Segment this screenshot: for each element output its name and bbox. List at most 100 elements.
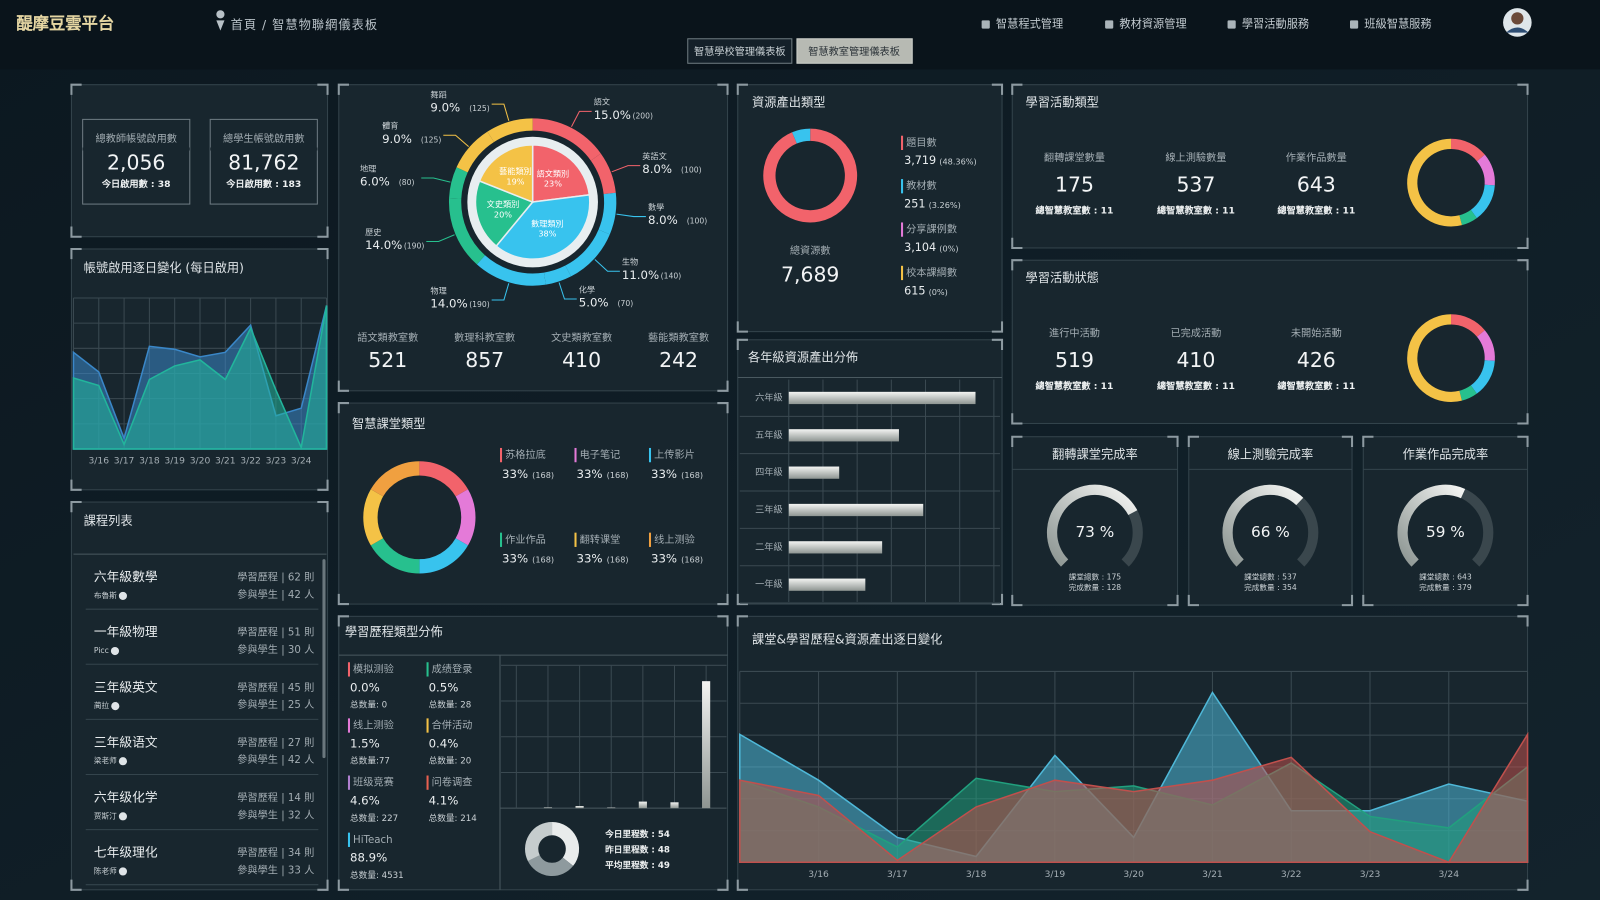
legend-swatch (426, 662, 429, 677)
donut-segment (1476, 330, 1495, 361)
slice-label: 藝能類別 (499, 166, 532, 176)
stat-value: 410 (1176, 348, 1215, 372)
leader-line (616, 213, 646, 218)
slice-value: 19% (506, 176, 524, 186)
tab-label[interactable]: 智慧教室管理儀表板 (808, 45, 900, 58)
x-tick-label: 3/24 (1438, 869, 1459, 880)
donut-segment (1450, 138, 1485, 162)
legend-value: 0.0% (350, 680, 380, 694)
legend-total: 总数量:77 (350, 755, 390, 767)
legend-count: (168) (532, 555, 554, 565)
stat-value: 242 (659, 348, 698, 372)
scrollbar[interactable] (322, 559, 326, 759)
gauge-total: 課堂總數 : 643 (1419, 572, 1472, 582)
legend-swatch (426, 775, 429, 790)
donut-segment (1450, 314, 1485, 337)
outer-value: 14.0% (365, 238, 402, 252)
legend-total: 总数量: 227 (350, 812, 398, 824)
course-name[interactable]: 七年级理化 (94, 846, 158, 861)
area-series (739, 731, 1529, 864)
course-students: 參與學生 | 25 人 (237, 698, 314, 711)
nav-link[interactable]: 教材資源管理 (1119, 16, 1186, 30)
legend-name: 校本課綱數 (906, 266, 957, 279)
legend-count: (168) (532, 470, 554, 480)
gauge-total: 課堂總數 : 537 (1244, 572, 1297, 582)
legend-value: 88.9% (350, 851, 387, 865)
outer-name: 數學 (648, 202, 664, 212)
course-records: 學習歷程 | 27 則 (237, 736, 314, 749)
x-tick-label: 3/23 (266, 456, 287, 467)
outer-value: 9.0% (430, 101, 460, 115)
leader-line (491, 103, 510, 121)
legend-value: 0.5% (429, 680, 459, 694)
bar (575, 806, 584, 809)
panel-corners (1011, 259, 1529, 425)
panel-corners (70, 501, 329, 891)
outer-count: (100) (681, 166, 702, 175)
legend-value: 33% (651, 467, 677, 481)
course-teacher: Picc (94, 646, 109, 655)
outer-value: 6.0% (360, 175, 390, 189)
stat-label: 進行中活動 (1049, 327, 1100, 340)
nav-icon (1350, 20, 1359, 29)
donut-segment (532, 118, 601, 161)
donut-segment (565, 229, 610, 277)
legend-swatch (648, 447, 652, 463)
course-name[interactable]: 六年級數學 (94, 570, 158, 585)
donut-segment (370, 537, 420, 574)
slice-value: 38% (538, 228, 556, 238)
panel-corners (1362, 435, 1529, 607)
leader-line (611, 165, 641, 173)
course-name[interactable]: 六年级化学 (94, 789, 158, 805)
panel-corners (337, 402, 729, 606)
outer-name: 歷史 (365, 227, 381, 237)
donut-segment (449, 167, 468, 199)
legend-value: (3.26%) (929, 200, 961, 210)
panel (70, 501, 329, 891)
legend-swatch (901, 135, 904, 150)
pin-icon (216, 10, 225, 31)
leader-line (421, 177, 451, 183)
outer-value: 11.0% (622, 268, 659, 282)
panel-title: 資源產出類型 (752, 95, 825, 110)
pie-slice (474, 180, 534, 248)
outer-count: (100) (687, 217, 708, 226)
pie-slice (478, 144, 534, 204)
course-records: 學習歷程 | 34 則 (237, 846, 314, 859)
total-value: 7,689 (781, 263, 839, 287)
stat-sub: 今日啟用數 : 38 (101, 178, 171, 190)
tab-active[interactable] (796, 38, 913, 64)
y-tick-label: 五年級 (755, 429, 783, 441)
donut-segment (370, 461, 420, 497)
mileage-label: 昨日里程数 : 48 (605, 844, 670, 856)
stat-label: 已完成活動 (1170, 327, 1221, 340)
panel-corners (1187, 435, 1354, 607)
legend-value: 33% (577, 552, 603, 566)
nav-link[interactable]: 智慧程式管理 (996, 16, 1063, 30)
x-tick-label: 3/18 (139, 456, 160, 467)
donut-segment (449, 198, 486, 265)
outer-count: (125) (421, 135, 442, 144)
info-icon (111, 702, 120, 711)
course-records: 學習歷程 | 51 則 (237, 626, 314, 639)
leader-line (594, 259, 620, 272)
bar (607, 807, 616, 809)
legend-name: HiTeach (353, 835, 393, 846)
tab[interactable] (687, 38, 793, 64)
legend-total: 总数量: 0 (350, 699, 387, 711)
tab-label[interactable]: 智慧學校管理儀表板 (694, 45, 786, 58)
nav-link[interactable]: 班級智慧服務 (1364, 16, 1431, 30)
outer-count: (190) (469, 300, 490, 309)
legend-total: 总数量: 28 (429, 699, 472, 711)
legend-name: 合併活动 (432, 719, 473, 732)
course-name[interactable]: 三年級语文 (94, 735, 158, 750)
legend-name: 模拟测验 (353, 662, 394, 675)
avatar-body (1506, 27, 1529, 33)
area-series (72, 305, 328, 451)
stat-label: 藝能類教室數 (648, 331, 709, 344)
leader-line (426, 234, 455, 242)
course-name[interactable]: 一年級物理 (94, 625, 158, 640)
nav-link[interactable]: 學習活動服務 (1242, 16, 1309, 30)
course-records: 學習歷程 | 62 則 (237, 571, 314, 584)
course-name[interactable]: 三年級英文 (94, 680, 158, 695)
